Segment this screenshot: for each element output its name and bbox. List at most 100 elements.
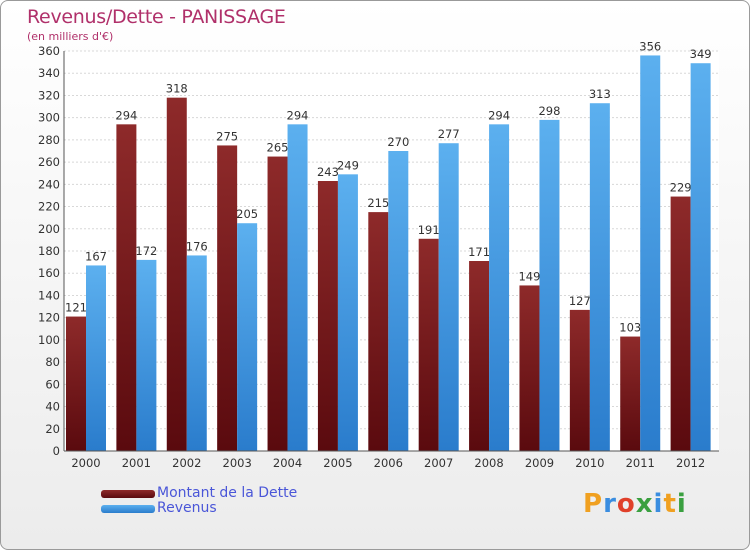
x-tick-label: 2012 bbox=[676, 456, 705, 470]
bar-dette bbox=[66, 316, 86, 451]
bar-revenus bbox=[589, 103, 610, 451]
y-tick-label: 360 bbox=[38, 44, 60, 58]
bar-revenus bbox=[186, 255, 207, 451]
bar-revenus bbox=[136, 259, 157, 451]
bar-dette bbox=[670, 196, 691, 451]
data-label-revenus: 294 bbox=[287, 108, 309, 122]
data-label-revenus: 172 bbox=[135, 244, 157, 258]
y-tick-label: 300 bbox=[38, 111, 60, 125]
chart-title: Revenus/Dette - PANISSAGE bbox=[27, 6, 286, 28]
data-label-revenus: 313 bbox=[589, 87, 611, 101]
y-tick-label: 20 bbox=[45, 422, 60, 436]
x-tick-label: 2002 bbox=[172, 456, 201, 470]
y-tick-label: 80 bbox=[45, 355, 60, 369]
y-tick-label: 120 bbox=[38, 311, 60, 325]
x-tick-label: 2004 bbox=[273, 456, 302, 470]
data-label-dette: 191 bbox=[418, 223, 440, 237]
y-tick-label: 140 bbox=[38, 288, 60, 302]
bar-dette bbox=[116, 124, 137, 451]
x-tick-label: 2009 bbox=[525, 456, 554, 470]
bar-dette bbox=[217, 145, 238, 451]
data-label-dette: 265 bbox=[267, 141, 289, 155]
data-label-dette: 243 bbox=[317, 165, 339, 179]
x-tick-label: 2001 bbox=[122, 456, 151, 470]
data-label-revenus: 176 bbox=[186, 239, 208, 253]
legend-label-revenus: Revenus bbox=[157, 500, 217, 516]
logo-letter: i bbox=[676, 489, 687, 519]
bar-revenus bbox=[489, 124, 510, 451]
logo-letter: x bbox=[635, 489, 654, 519]
y-tick-label: 240 bbox=[38, 177, 60, 191]
y-tick-label: 280 bbox=[38, 133, 60, 147]
bar-dette bbox=[317, 181, 338, 451]
proxiti-logo: Proxiti bbox=[583, 489, 687, 519]
data-label-dette: 275 bbox=[216, 129, 238, 143]
y-tick-label: 160 bbox=[38, 266, 60, 280]
data-label-dette: 127 bbox=[569, 294, 591, 308]
bar-dette bbox=[569, 309, 590, 451]
data-label-dette: 294 bbox=[115, 108, 137, 122]
y-tick-label: 40 bbox=[45, 400, 60, 414]
bar-revenus bbox=[86, 265, 106, 451]
bar-dette bbox=[267, 156, 288, 452]
logo-letter: P bbox=[583, 489, 604, 519]
bar-revenus bbox=[539, 119, 560, 451]
bar-dette bbox=[166, 97, 187, 452]
data-label-revenus: 277 bbox=[438, 127, 460, 141]
data-label-revenus: 270 bbox=[387, 135, 409, 149]
data-label-dette: 149 bbox=[518, 269, 540, 283]
bar-revenus bbox=[690, 63, 711, 451]
x-tick-label: 2005 bbox=[323, 456, 352, 470]
y-tick-label: 0 bbox=[53, 444, 60, 458]
legend-label-dette: Montant de la Dette bbox=[157, 485, 298, 501]
bar-revenus bbox=[337, 174, 358, 452]
logo-letter: i bbox=[653, 489, 664, 519]
y-tick-label: 100 bbox=[38, 333, 60, 347]
bar-revenus bbox=[438, 143, 459, 451]
y-tick-label: 60 bbox=[45, 377, 60, 391]
bar-revenus bbox=[388, 151, 409, 451]
x-tick-label: 2006 bbox=[374, 456, 403, 470]
y-tick-label: 180 bbox=[38, 244, 60, 258]
bar-dette bbox=[519, 285, 540, 451]
legend-swatch-revenus bbox=[101, 505, 155, 513]
y-tick-label: 220 bbox=[38, 200, 60, 214]
y-tick-label: 200 bbox=[38, 222, 60, 236]
x-tick-label: 2008 bbox=[474, 456, 503, 470]
bar-dette bbox=[620, 336, 641, 451]
data-label-revenus: 356 bbox=[639, 39, 661, 53]
logo-letter: t bbox=[663, 489, 677, 519]
y-tick-label: 340 bbox=[38, 66, 60, 80]
x-tick-label: 2007 bbox=[424, 456, 453, 470]
data-label-dette: 215 bbox=[367, 196, 389, 210]
bar-revenus bbox=[640, 55, 661, 451]
data-label-dette: 103 bbox=[619, 321, 641, 335]
x-tick-label: 2010 bbox=[575, 456, 604, 470]
data-label-revenus: 249 bbox=[337, 158, 359, 172]
bar-dette bbox=[368, 212, 389, 451]
bar-revenus bbox=[287, 124, 308, 451]
x-tick-label: 2003 bbox=[223, 456, 252, 470]
data-label-dette: 318 bbox=[166, 82, 188, 96]
logo-letter: r bbox=[603, 489, 617, 519]
y-tick-label: 320 bbox=[38, 88, 60, 102]
chart-subtitle: (en milliers d'€) bbox=[27, 30, 114, 43]
x-tick-label: 2000 bbox=[71, 456, 100, 470]
x-tick-label: 2011 bbox=[626, 456, 655, 470]
legend-swatch-dette bbox=[101, 490, 155, 498]
data-label-revenus: 349 bbox=[690, 47, 712, 61]
data-label-dette: 171 bbox=[468, 245, 490, 259]
bar-dette bbox=[469, 261, 490, 451]
data-label-revenus: 294 bbox=[488, 108, 510, 122]
data-label-dette: 229 bbox=[670, 181, 692, 195]
data-label-revenus: 205 bbox=[236, 207, 258, 221]
data-label-dette: 121 bbox=[65, 301, 87, 315]
bar-dette bbox=[418, 238, 439, 451]
bar-revenus bbox=[237, 223, 258, 451]
y-tick-label: 260 bbox=[38, 155, 60, 169]
logo-letter: o bbox=[616, 489, 636, 519]
data-label-revenus: 298 bbox=[538, 104, 560, 118]
data-label-revenus: 167 bbox=[85, 249, 107, 263]
